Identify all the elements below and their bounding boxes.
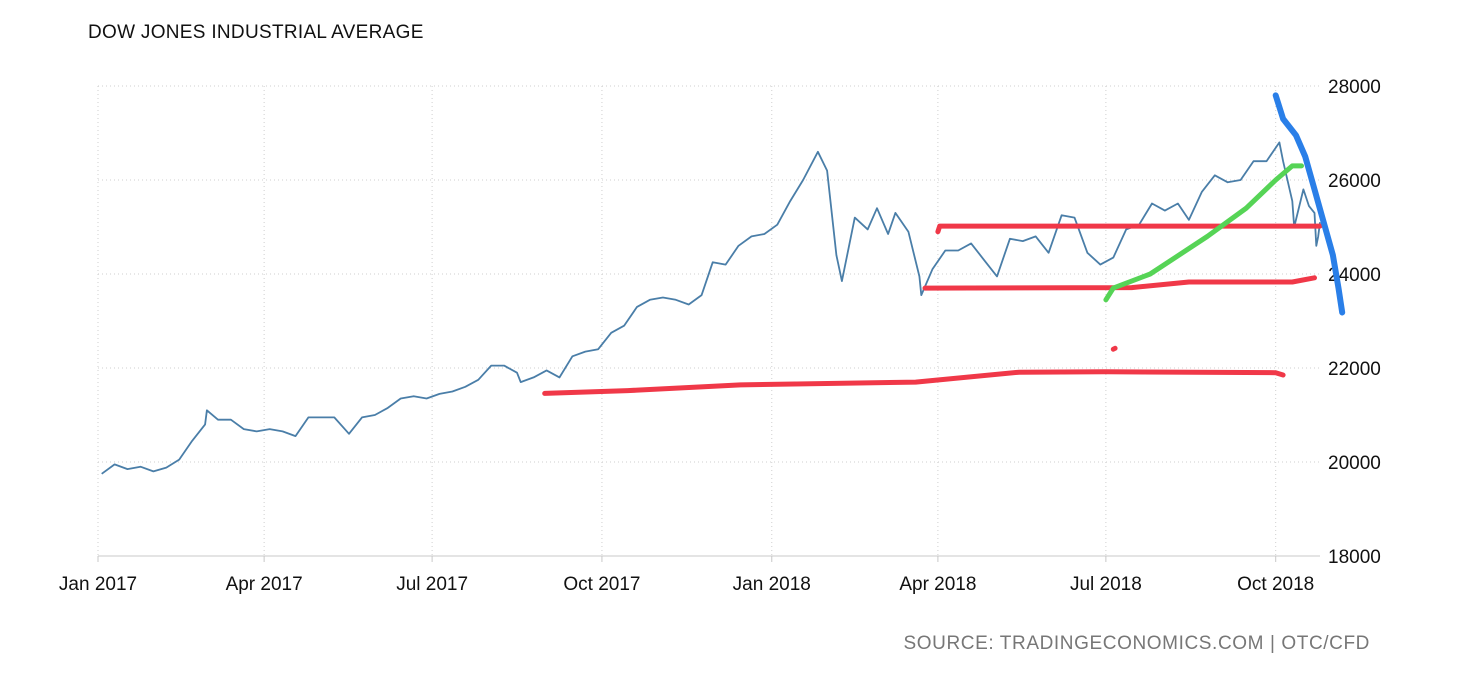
y-tick-label: 26000 [1328, 171, 1381, 192]
x-tick-label: Apr 2018 [899, 574, 976, 595]
annotation-red-dot [1110, 345, 1118, 352]
x-axis-ticks: Jan 2017 Apr 2017 Jul 2017 Oct 2017 Jan 2018… [59, 574, 1314, 595]
annotation-layer [542, 92, 1346, 396]
x-tick-label: Jan 2018 [733, 574, 811, 595]
chart-title: DOW JONES INDUSTRIAL AVERAGE [88, 22, 424, 43]
y-tick-label: 24000 [1328, 265, 1381, 286]
annotation-green-trend-curve [1103, 163, 1304, 303]
y-axis-ticks: 18000 20000 22000 24000 26000 28000 [1328, 77, 1381, 568]
x-tick-label: Jul 2017 [396, 574, 468, 595]
annotation-red-support-line-mid [922, 275, 1317, 291]
grid-layer [97, 85, 1320, 562]
series-layer [101, 141, 1321, 475]
x-tick-label: Oct 2018 [1237, 574, 1314, 595]
x-tick-label: Jul 2018 [1070, 574, 1142, 595]
x-tick-label: Oct 2017 [563, 574, 640, 595]
x-tick-label: Apr 2017 [226, 574, 303, 595]
y-tick-label: 28000 [1328, 77, 1381, 98]
annotation-blue-decline-curve [1272, 92, 1346, 316]
annotation-red-support-line-low [542, 369, 1286, 396]
annotation-red-resistance-line [935, 223, 1323, 235]
y-tick-label: 20000 [1328, 453, 1381, 474]
chart-source: SOURCE: TRADINGECONOMICS.COM | OTC/CFD [903, 633, 1370, 654]
y-tick-label: 22000 [1328, 359, 1381, 380]
series-line-dow-jones [101, 141, 1321, 475]
x-tick-label: Jan 2017 [59, 574, 137, 595]
y-tick-label: 18000 [1328, 547, 1381, 568]
